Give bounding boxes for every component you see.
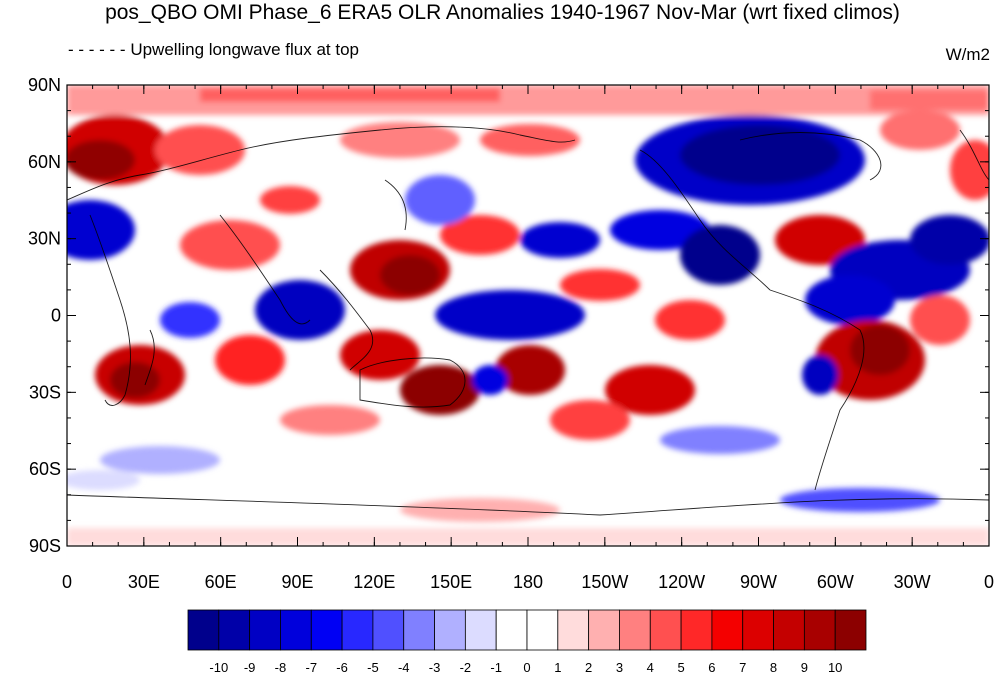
colorbar-box [526, 609, 559, 651]
anomaly-field [67, 85, 989, 546]
axis-ticks [66, 84, 990, 547]
lon-tick-label: 120W [658, 572, 705, 592]
colorbar-box [249, 609, 281, 651]
colorbar-box [464, 609, 497, 651]
colorbar-box [434, 609, 466, 651]
colorbar-label: 10 [828, 660, 842, 675]
colorbar-box [341, 609, 374, 651]
colorbar-label: -4 [398, 660, 410, 675]
lon-tick-label: 60W [817, 572, 854, 592]
colorbar-box [495, 609, 528, 651]
lat-tick-label: 30N [28, 229, 61, 249]
coastlines [67, 126, 989, 516]
colorbar-box [773, 609, 805, 651]
subtitle-text: Upwelling longwave flux at top [130, 40, 360, 59]
colorbar-label: -6 [336, 660, 348, 675]
colorbar-label: -1 [490, 660, 502, 675]
colorbar [187, 609, 867, 651]
colorbar-box [711, 609, 744, 651]
colorbar-label: -5 [367, 660, 379, 675]
colorbar-label: 1 [554, 660, 561, 675]
lon-tick-label: 150W [581, 572, 628, 592]
lat-tick-label: 60S [29, 459, 61, 479]
colorbar-box [742, 609, 774, 651]
lon-tick-label: 120E [353, 572, 395, 592]
colorbar-box [187, 609, 220, 651]
lon-tick-label: 60E [205, 572, 237, 592]
colorbar-label: -3 [429, 660, 441, 675]
latitude-labels: 90N 60N 30N 0 30S 60S 90S [28, 75, 61, 556]
colorbar-label: -10 [209, 660, 228, 675]
colorbar-label: 0 [523, 660, 530, 675]
colorbar-label: -7 [305, 660, 317, 675]
lon-tick-label: 90E [281, 572, 313, 592]
lon-tick-label: 180 [513, 572, 543, 592]
colorbar-label: 7 [739, 660, 746, 675]
units-label: W/m2 [945, 45, 990, 64]
colorbar-label: -9 [244, 660, 256, 675]
plot-title: pos_QBO OMI Phase_6 ERA5 OLR Anomalies 1… [105, 1, 900, 24]
colorbar-label: -2 [460, 660, 472, 675]
colorbar-labels: -10 -9 -8 -7 -6 -5 -4 -3 -2 -1 0 1 2 3 4 5 6 7 8 9 10 [209, 660, 842, 675]
colorbar-box [649, 609, 682, 651]
colorbar-label: -8 [275, 660, 287, 675]
colorbar-label: 2 [585, 660, 592, 675]
colorbar-box [218, 609, 251, 651]
longitude-labels: 0 30E 60E 90E 120E 150E 180 150W 120W 90W 60W 30W 0 [62, 572, 994, 592]
colorbar-label: 3 [616, 660, 623, 675]
colorbar-box [372, 609, 405, 651]
colorbar-box [803, 609, 836, 651]
lon-tick-label: 90W [740, 572, 777, 592]
lat-tick-label: 30S [29, 382, 61, 402]
colorbar-box [834, 609, 867, 651]
colorbar-box [557, 609, 590, 651]
colorbar-box [403, 609, 435, 651]
lon-tick-label: 150E [430, 572, 472, 592]
lat-tick-label: 0 [51, 306, 61, 326]
colorbar-label: 5 [677, 660, 684, 675]
colorbar-label: 6 [708, 660, 715, 675]
lon-tick-label: 30W [894, 572, 931, 592]
colorbar-box [588, 609, 620, 651]
plot-subtitle: - - - - - - Upwelling longwave flux at t… [68, 40, 359, 60]
colorbar-label: 8 [770, 660, 777, 675]
colorbar-label: 4 [647, 660, 654, 675]
lat-tick-label: 90S [29, 536, 61, 556]
dash-legend-line: - - - - - - [68, 40, 126, 59]
lat-tick-label: 90N [28, 75, 61, 95]
lon-tick-label: 0 [62, 572, 72, 592]
lon-tick-label: 0 [984, 572, 994, 592]
colorbar-box [280, 609, 312, 651]
lon-tick-label: 30E [128, 572, 160, 592]
colorbar-box [619, 609, 651, 651]
lat-tick-label: 60N [28, 152, 61, 172]
colorbar-box [680, 609, 713, 651]
colorbar-label: 9 [801, 660, 808, 675]
colorbar-box [310, 609, 343, 651]
